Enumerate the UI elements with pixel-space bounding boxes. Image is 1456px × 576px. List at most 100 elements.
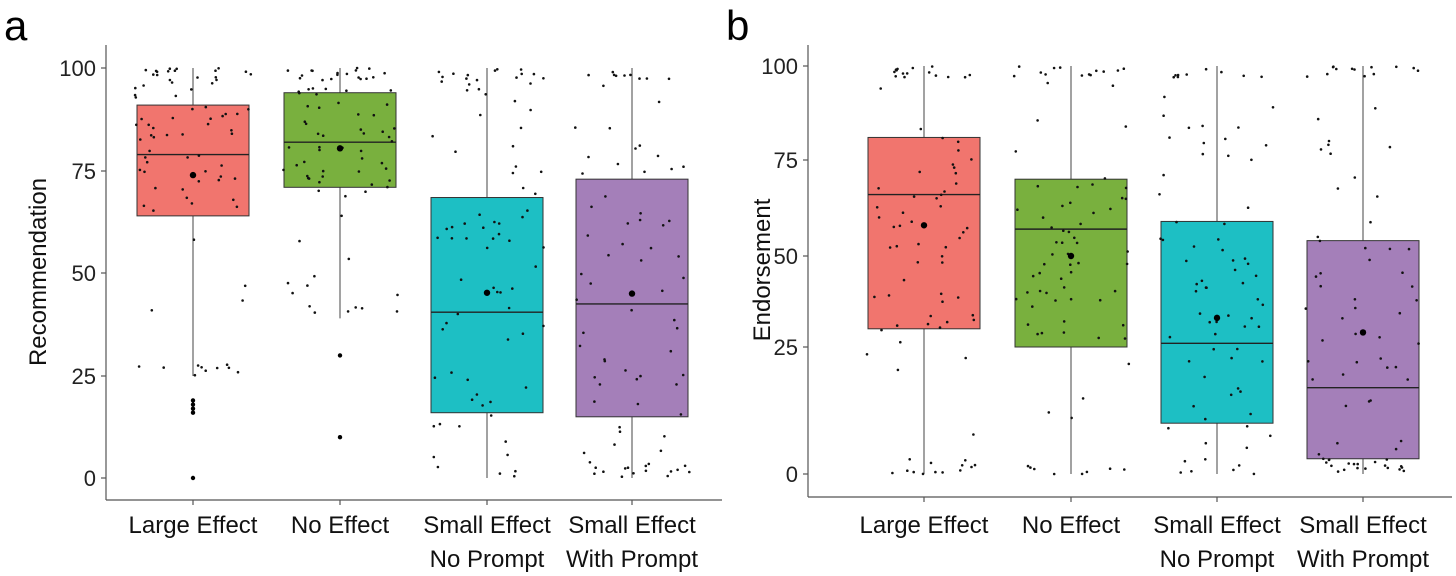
jitter-point: [630, 308, 633, 312]
jitter-point: [454, 150, 457, 153]
jitter-point: [1231, 259, 1235, 262]
jitter-point: [466, 378, 470, 382]
jitter-point: [683, 464, 687, 468]
jitter-point: [243, 284, 247, 288]
jitter-point: [345, 89, 348, 92]
jitter-point: [190, 88, 193, 91]
jitter-points: [1304, 65, 1420, 473]
jitter-point: [620, 475, 624, 479]
jitter-point: [1332, 65, 1335, 68]
jitter-point: [1399, 439, 1403, 443]
jitter-point: [1121, 323, 1125, 327]
jitter-point: [895, 324, 899, 327]
jitter-point: [1014, 297, 1018, 301]
jitter-point: [888, 246, 892, 249]
jitter-point: [491, 237, 495, 240]
jitter-point: [1038, 289, 1042, 293]
jitter-point: [623, 74, 626, 77]
jitter-point: [644, 469, 648, 473]
jitter-point: [142, 204, 146, 208]
jitter-point: [1227, 154, 1230, 158]
jitter-point: [139, 138, 142, 141]
jitter-point: [230, 132, 234, 135]
jitter-point: [1212, 347, 1215, 351]
jitter-point: [215, 78, 218, 82]
jitter-point: [930, 65, 934, 68]
jitter-point: [1224, 137, 1227, 141]
jitter-point: [236, 112, 239, 116]
jitter-point: [959, 469, 962, 472]
jitter-point: [593, 376, 596, 379]
jitter-point: [286, 69, 290, 72]
jitter-point: [589, 282, 592, 285]
jitter-point: [1236, 387, 1240, 390]
jitter-point: [1229, 393, 1233, 397]
jitter-point: [433, 376, 437, 380]
jitter-point: [575, 298, 578, 302]
y-tick-label: 25: [72, 364, 96, 389]
jitter-point: [225, 363, 229, 367]
mean-point: [336, 145, 344, 152]
jitter-point: [204, 369, 207, 373]
jitter-point: [1412, 66, 1415, 70]
jitter-point: [1102, 70, 1105, 73]
jitter-point: [286, 281, 290, 285]
jitter-point: [1220, 70, 1223, 74]
jitter-point: [220, 164, 223, 167]
x-category-label: No Effect: [291, 512, 390, 539]
jitter-point: [586, 234, 590, 237]
jitter-point: [481, 404, 484, 407]
jitter-point: [608, 126, 612, 130]
jitter-point: [593, 400, 596, 403]
jitter-point: [1352, 462, 1356, 466]
jitter-point: [896, 67, 899, 71]
jitter-point: [152, 135, 156, 139]
jitter-point: [485, 246, 489, 250]
jitter-point: [313, 311, 317, 314]
jitter-point: [1203, 375, 1206, 379]
jitter-point: [200, 366, 203, 369]
outlier-point: [190, 475, 196, 481]
jitter-point: [1271, 106, 1275, 109]
jitter-point: [1036, 119, 1039, 122]
jitter-point: [935, 197, 938, 200]
jitter-point: [957, 149, 960, 152]
jitter-point: [330, 77, 333, 81]
jitter-point: [677, 255, 680, 258]
jitter-point: [892, 225, 896, 229]
jitter-point: [1116, 69, 1120, 72]
jitter-point: [1012, 74, 1016, 78]
jitter-point: [1252, 472, 1256, 476]
jitter-point: [1069, 297, 1073, 301]
jitter-point: [582, 451, 586, 455]
jitter-point: [1026, 323, 1030, 326]
x-category-label: With Prompt: [1297, 546, 1429, 573]
jitter-point: [359, 77, 362, 81]
jitter-point: [542, 324, 545, 328]
jitter-point: [636, 402, 640, 406]
jitter-point: [1378, 336, 1381, 339]
jitter-point: [1190, 470, 1193, 473]
jitter-point: [649, 246, 653, 250]
jitter-point: [357, 170, 361, 173]
jitter-point: [1318, 239, 1322, 243]
jitter-point: [1241, 281, 1245, 285]
jitter-point: [1175, 220, 1178, 224]
jitter-point: [324, 87, 328, 91]
jitter-point: [1319, 272, 1322, 275]
jitter-point: [1162, 173, 1165, 177]
jitter-point: [1356, 462, 1359, 466]
jitter-point: [162, 366, 165, 369]
jitter-point: [945, 320, 949, 324]
jitter-point: [463, 222, 467, 225]
jitter-point: [895, 244, 899, 248]
jitter-point: [879, 87, 882, 90]
jitter-point: [1103, 177, 1107, 180]
jitter-point: [137, 365, 141, 368]
jitter-point: [964, 356, 967, 360]
jitter-point: [445, 321, 448, 325]
jitter-point: [504, 440, 508, 443]
jitter-point: [1075, 241, 1079, 245]
jitter-point: [1311, 378, 1314, 381]
jitter-point: [1379, 357, 1382, 360]
